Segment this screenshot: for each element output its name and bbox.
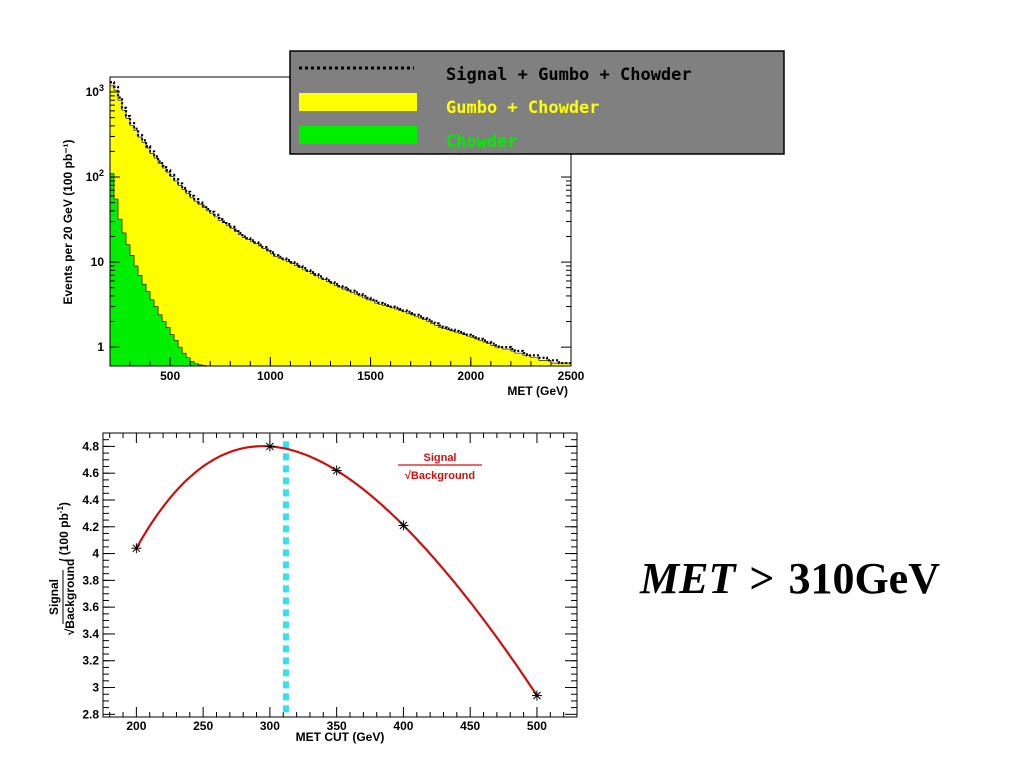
significance-x-tick-label: 450	[460, 719, 480, 733]
histogram-y-axis-label: Events per 20 GeV (100 pb⁻¹)	[61, 139, 75, 304]
cut-condition: MET >310GeV	[639, 554, 940, 603]
ylabel-per-lumi: / (100 pb-1)	[56, 502, 71, 562]
significance-y-tick-label: 4.6	[82, 466, 99, 480]
significance-data-point	[398, 520, 409, 531]
significance-data-point	[264, 441, 275, 452]
ylabel-numerator: Signal	[47, 579, 61, 615]
ylabel-denominator: √Background	[63, 559, 77, 636]
histogram-x-tick-label: 2000	[457, 369, 484, 383]
significance-y-tick-label: 4.2	[82, 520, 99, 534]
legend-green-marker	[299, 126, 417, 144]
chowder-fill	[109, 173, 207, 367]
significance-y-tick-label: 4.4	[82, 493, 99, 507]
asterisk-stroke	[332, 466, 341, 475]
histogram-y-tick-label: 10	[91, 255, 105, 269]
significance-y-tick-label: 3	[92, 681, 99, 695]
histogram-y-tick-label: 103	[86, 83, 104, 99]
significance-y-tick-label: 2.8	[82, 707, 99, 721]
histogram-legend: Signal + Gumbo + Chowder Gumbo + Chowder…	[289, 50, 785, 155]
asterisk-stroke	[399, 521, 408, 530]
significance-y-tick-label: 3.8	[82, 573, 99, 587]
significance-y-tick-label: 4.8	[82, 439, 99, 453]
significance-frame	[102, 432, 578, 718]
significance-data-point	[331, 465, 342, 476]
significance-x-tick-label: 250	[193, 719, 213, 733]
legend-entry-chowder: Chowder	[446, 132, 518, 152]
condition-text: MET >310GeV	[639, 554, 940, 603]
histogram-x-axis-label: MET (GeV)	[507, 384, 568, 398]
legend-entry-gumbo: Gumbo + Chowder	[446, 98, 600, 118]
significance-x-tick-label: 300	[260, 719, 280, 733]
significance-data-point	[531, 690, 542, 701]
condition-lhs: MET	[639, 554, 737, 603]
significance-x-tick-label: 500	[527, 719, 547, 733]
significance-y-tick-label: 3.4	[82, 627, 99, 641]
annotation-numerator: Signal	[423, 452, 456, 464]
significance-annotation: Signal √Background	[398, 452, 482, 482]
asterisk-stroke	[266, 442, 274, 451]
signal-total-outline	[110, 81, 571, 365]
ylabel-denominator-text: Background	[63, 559, 77, 629]
histogram-y-tick-label: 102	[86, 168, 104, 184]
significance-x-tick-label: 200	[126, 719, 146, 733]
significance-x-tick-label: 400	[393, 719, 413, 733]
significance-x-axis-label: MET CUT (GeV)	[296, 730, 385, 744]
histogram-chart: 500 1000 1500 2000 2500 1 10 102 103 MET (GeV) E…	[61, 50, 785, 398]
significance-y-tick-label: 4	[92, 547, 99, 561]
annotation-denominator: √Background	[405, 470, 475, 482]
histogram-x-tick-label: 2500	[558, 369, 585, 383]
annotation-denominator-text: Background	[411, 470, 475, 482]
legend-entry-signal: Signal + Gumbo + Chowder	[446, 65, 692, 85]
asterisk-stroke	[132, 544, 141, 553]
significance-y-tick-label: 3.6	[82, 600, 99, 614]
histogram-x-tick-label: 1000	[257, 369, 284, 383]
histogram-y-tick-label: 1	[97, 340, 104, 354]
significance-x-tick-label: 350	[327, 719, 347, 733]
significance-y-axis-label: Signal √Background / (100 pb-1)	[47, 502, 77, 635]
condition-operator: >	[749, 554, 774, 603]
significance-chart: 200 250 300 350 400 450 500 2.8 3 3.2 3.4 3.6 3.8 4 4.…	[47, 432, 578, 744]
histogram-x-tick-label: 500	[160, 369, 180, 383]
asterisk-stroke	[533, 691, 541, 700]
significance-y-tick-label: 3.2	[82, 654, 99, 668]
histogram-x-tick-label: 1500	[357, 369, 384, 383]
significance-data-point	[131, 543, 142, 554]
legend-yellow-marker	[299, 93, 417, 111]
condition-rhs: 310GeV	[788, 554, 940, 603]
